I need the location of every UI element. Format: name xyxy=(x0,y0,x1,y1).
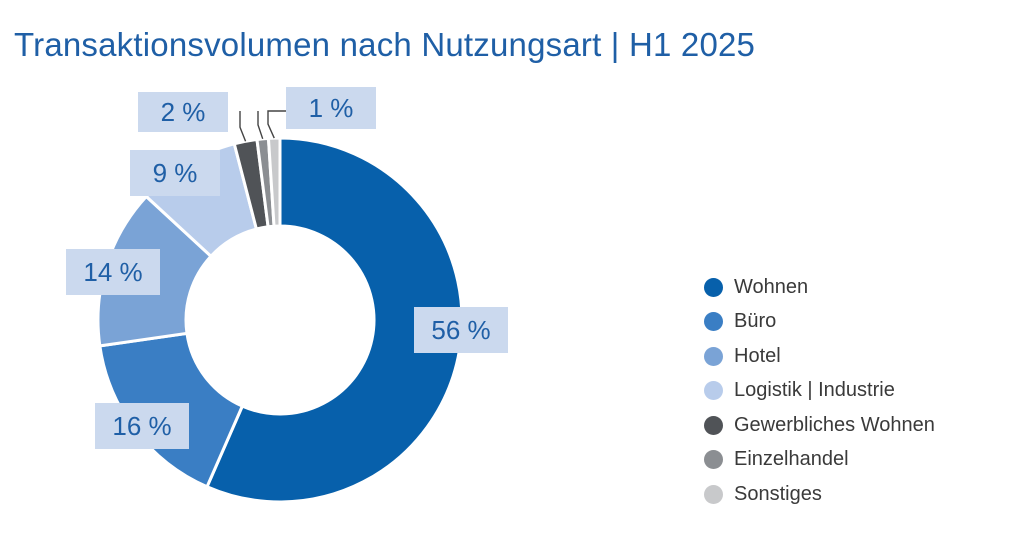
data-label-box-sonstiges xyxy=(286,87,376,129)
data-label-box-logistik-industrie xyxy=(130,150,220,196)
data-label-hotel: 14 % xyxy=(83,257,142,287)
legend-label: Gewerbliches Wohnen xyxy=(734,413,935,436)
legend-item-gewerbliches-wohnen: Gewerbliches Wohnen xyxy=(704,408,935,443)
legend-dot-icon xyxy=(704,450,723,470)
data-label-gewerbliches-wohnen: 2 % xyxy=(161,97,206,127)
legend-label: Wohnen xyxy=(734,275,809,298)
slice-wohnen xyxy=(205,136,464,504)
legend-dot-icon xyxy=(704,312,723,332)
data-label-sonstiges: 1 % xyxy=(309,93,354,123)
leader-line-gewerbliches-wohnen xyxy=(239,111,247,142)
legend-label: Logistik | Industrie xyxy=(734,379,895,402)
leader-line-sonstiges xyxy=(267,110,286,139)
data-label-box-wohnen xyxy=(414,307,508,353)
legend-item-wohnen: Wohnen xyxy=(704,270,935,305)
legend-item-sonstiges: Sonstiges xyxy=(704,477,935,512)
legend-dot-icon xyxy=(704,346,723,366)
leader-line-einzelhandel xyxy=(257,111,264,140)
legend-item-logistik-industrie: Logistik | Industrie xyxy=(704,374,935,409)
chart-title: Transaktionsvolumen nach Nutzungsart | H… xyxy=(14,26,756,63)
legend-label: Hotel xyxy=(734,344,781,367)
legend-item-einzelhandel: Einzelhandel xyxy=(704,443,935,478)
legend-label: Einzelhandel xyxy=(734,448,849,471)
legend-dot-icon xyxy=(704,484,723,504)
data-label-büro: 16 % xyxy=(112,411,171,441)
data-label-wohnen: 56 % xyxy=(431,315,490,345)
legend-item-büro: Büro xyxy=(704,305,935,340)
data-label-box-hotel xyxy=(66,249,160,295)
legend-dot-icon xyxy=(704,415,723,435)
data-label-box-gewerbliches-wohnen xyxy=(138,92,228,132)
data-label-box-büro xyxy=(95,403,189,449)
legend-item-hotel: Hotel xyxy=(704,339,935,374)
legend-label: Sonstiges xyxy=(734,482,822,505)
slice-sonstiges xyxy=(266,136,282,228)
data-label-logistik-industrie: 9 % xyxy=(153,158,198,188)
chart-legend: Wohnen Büro Hotel Logistik | Industrie Gewer… xyxy=(704,270,935,512)
legend-dot-icon xyxy=(704,381,723,401)
legend-dot-icon xyxy=(704,277,723,297)
legend-label: Büro xyxy=(734,310,777,333)
